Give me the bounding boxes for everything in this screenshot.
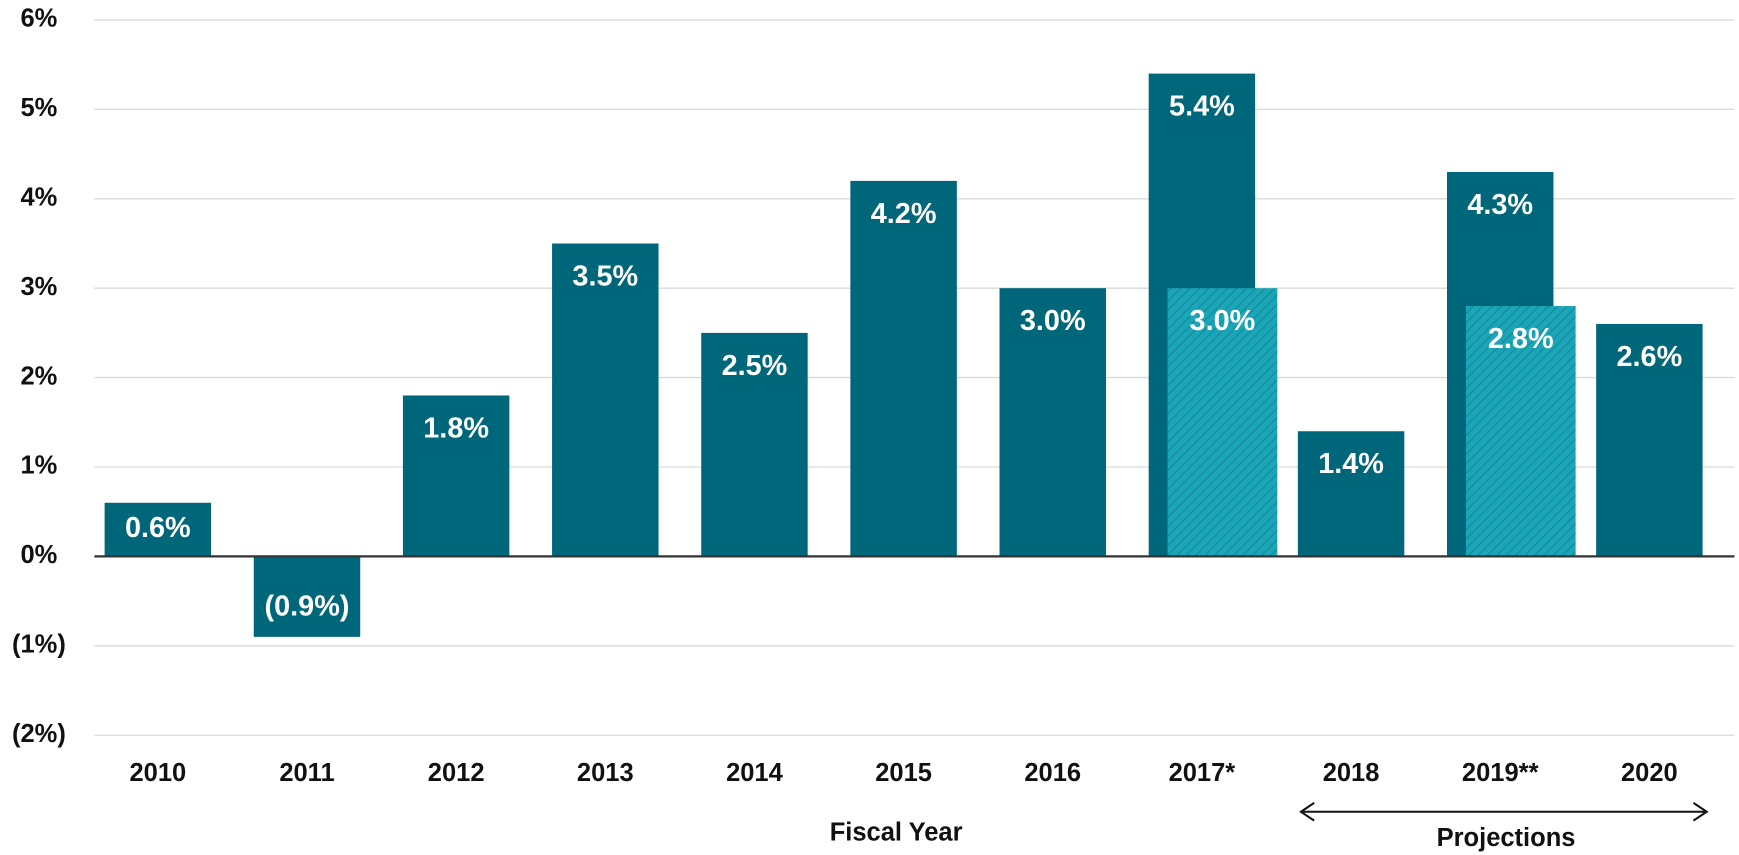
- y-tick-label: 5%: [20, 94, 57, 122]
- value-label: 3.5%: [572, 260, 638, 292]
- y-tick-label: 3%: [20, 273, 57, 301]
- value-label: 0.6%: [125, 512, 191, 544]
- x-tick-label: 2011: [279, 759, 334, 787]
- y-tick-label: 1%: [20, 452, 57, 480]
- value-label: 3.0%: [1020, 305, 1086, 337]
- x-tick-label: 2014: [726, 759, 784, 787]
- bar: [701, 332, 808, 557]
- x-tick-label: 2015: [875, 759, 932, 787]
- bar: [1297, 431, 1405, 557]
- x-tick-label: 2013: [577, 759, 634, 787]
- value-label: 1.8%: [423, 412, 489, 444]
- bar: [1596, 323, 1703, 557]
- bar: [552, 243, 659, 557]
- y-tick-label: 2%: [20, 362, 57, 390]
- y-tick-label: 0%: [20, 541, 57, 569]
- bar: [104, 502, 212, 557]
- value-label: 4.3%: [1467, 189, 1533, 221]
- value-label: (0.9%): [265, 591, 350, 623]
- y-tick-label: 4%: [20, 184, 57, 212]
- y-tick-label: (1%): [12, 631, 66, 659]
- value-label: 5.4%: [1169, 91, 1235, 123]
- y-tick-label: 6%: [20, 5, 57, 33]
- x-tick-label: 2010: [129, 759, 186, 787]
- x-tick-label: 2016: [1024, 759, 1081, 787]
- x-tick-label: 2019**: [1462, 759, 1539, 787]
- projection-arrow: [1299, 802, 1709, 822]
- hatched-bar: [1167, 288, 1278, 557]
- bar: [999, 288, 1106, 557]
- bars: 0.6% (0.9%) 1.8% 3.5% 2.5% 4.2% 3.0% 5.4% 1.4% 4.…: [104, 73, 1703, 637]
- value-label: 2.8%: [1488, 323, 1554, 355]
- value-label: 2.6%: [1617, 341, 1683, 373]
- y-tick-label: (2%): [12, 720, 66, 748]
- bar: [850, 180, 957, 557]
- annotation: Projections: [1437, 824, 1576, 852]
- value-label: 1.4%: [1318, 448, 1384, 480]
- x-tick-label: 2018: [1323, 759, 1380, 787]
- value-label: 4.2%: [871, 198, 937, 230]
- bar: [253, 556, 361, 637]
- x-tick-label: 2017*: [1169, 759, 1236, 787]
- x-tick-label: 2012: [428, 759, 485, 787]
- x-axis-label: Fiscal Year: [830, 819, 963, 847]
- value-label: 3.0%: [1190, 305, 1256, 337]
- x-tick-label: 2020: [1621, 759, 1678, 787]
- hatched-bar: [1465, 306, 1576, 557]
- bar: [402, 395, 510, 557]
- value-label: 2.5%: [722, 350, 788, 382]
